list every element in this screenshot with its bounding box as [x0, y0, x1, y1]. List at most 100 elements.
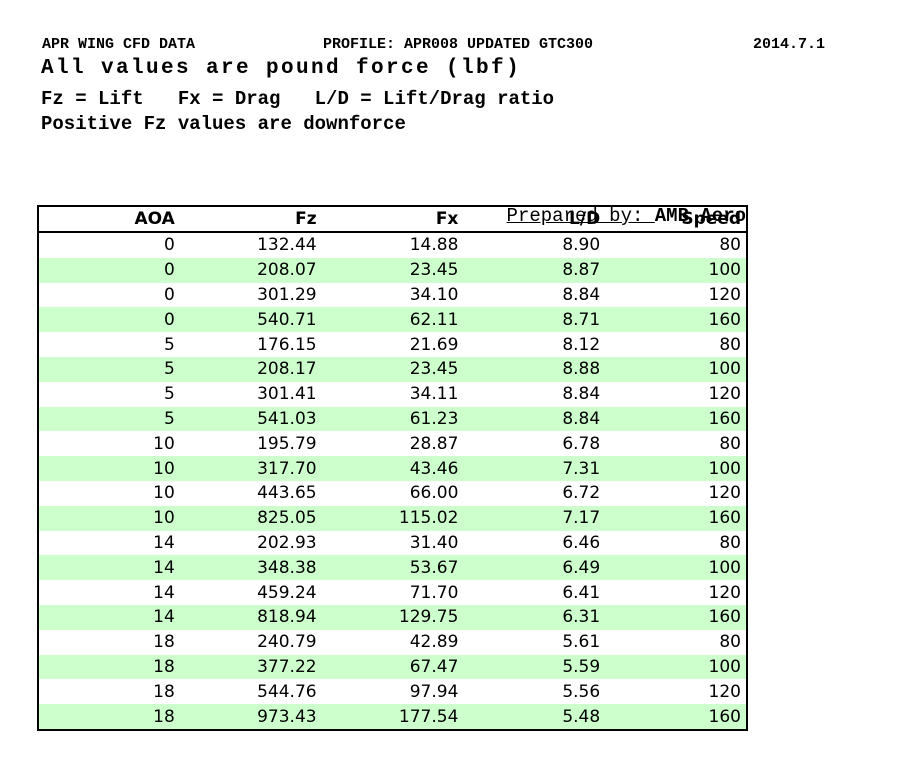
- table-row: 10 195.79 28.87 6.78 80: [38, 431, 747, 456]
- cell-ld: 6.41: [562, 582, 601, 603]
- cell-speed: 100: [708, 458, 741, 479]
- cell-ld: 7.17: [562, 508, 601, 529]
- cell-fx: 66.00: [409, 483, 459, 504]
- cell-aoa: 0: [163, 235, 175, 256]
- cell-fx: 31.40: [409, 532, 459, 553]
- cell-fz: 208.07: [257, 260, 317, 281]
- cell-speed: 120: [708, 384, 741, 405]
- cell-ld: 8.87: [562, 260, 601, 281]
- table-row: 14 348.38 53.67 6.49 100: [38, 555, 747, 581]
- table-row: 0 301.29 34.10 8.84 120: [38, 283, 747, 308]
- cell-fx: 21.69: [409, 334, 459, 355]
- cell-speed: 160: [708, 706, 741, 727]
- cell-aoa: 10: [153, 458, 175, 479]
- cell-speed: 120: [708, 483, 741, 504]
- cell-ld: 6.78: [562, 433, 601, 454]
- cell-speed: 100: [708, 260, 741, 281]
- cell-fx: 28.87: [409, 433, 459, 454]
- cell-fx: 23.45: [409, 359, 459, 380]
- cell-fx: 115.02: [398, 508, 459, 529]
- cell-fx: 14.88: [409, 235, 459, 256]
- cell-aoa: 5: [163, 359, 175, 380]
- cell-speed: 80: [719, 632, 741, 653]
- cell-fx: 62.11: [409, 309, 459, 330]
- table-body: 0 132.44 14.88 8.90 80 0 208.07 23.45 8.87 100 0 30…: [38, 232, 747, 730]
- cell-speed: 160: [708, 607, 741, 628]
- legend-line: Fz = Lift Fx = Drag L/D = Lift/Drag rati…: [41, 88, 555, 110]
- table-row: 10 317.70 43.46 7.31 100: [38, 456, 747, 481]
- cell-ld: 6.31: [562, 607, 601, 628]
- doc-title: APR WING CFD DATA: [42, 36, 196, 53]
- cell-fz: 540.71: [257, 309, 317, 330]
- cell-ld: 6.49: [562, 557, 601, 578]
- cell-aoa: 14: [153, 582, 175, 603]
- cell-ld: 8.84: [562, 384, 601, 405]
- cell-ld: 8.84: [562, 284, 601, 305]
- cell-speed: 160: [708, 309, 741, 330]
- table-row: 18 544.76 97.94 5.56 120: [38, 679, 747, 704]
- cell-speed: 80: [719, 334, 741, 355]
- column-header-fz: Fz: [179, 206, 322, 233]
- cell-fx: 23.45: [409, 260, 459, 281]
- cell-fz: 240.79: [257, 632, 317, 653]
- cell-speed: 100: [708, 656, 741, 677]
- cell-fx: 61.23: [409, 408, 459, 429]
- cell-aoa: 5: [163, 334, 175, 355]
- cell-aoa: 14: [153, 557, 175, 578]
- table-row: 14 818.94 129.75 6.31 160: [38, 604, 747, 630]
- cell-fz: 317.70: [257, 458, 317, 479]
- cell-fx: 34.10: [409, 284, 459, 305]
- cell-aoa: 14: [153, 532, 175, 553]
- cell-ld: 6.72: [562, 483, 601, 504]
- cell-speed: 100: [708, 557, 741, 578]
- table-row: 18 240.79 42.89 5.61 80: [38, 630, 747, 655]
- cell-speed: 100: [708, 359, 741, 380]
- cell-ld: 8.84: [562, 408, 601, 429]
- table-row: 0 208.07 23.45 8.87 100: [38, 257, 747, 283]
- cell-fx: 129.75: [398, 607, 459, 628]
- cell-ld: 5.59: [562, 656, 601, 677]
- cell-aoa: 0: [163, 309, 175, 330]
- cell-aoa: 14: [153, 607, 175, 628]
- cell-speed: 160: [708, 508, 741, 529]
- cell-fx: 71.70: [409, 582, 459, 603]
- units-subtitle: All values are pound force (lbf): [41, 57, 522, 80]
- cell-ld: 8.90: [562, 235, 601, 256]
- cell-ld: 8.88: [562, 359, 601, 380]
- cell-ld: 5.48: [562, 706, 601, 727]
- table-row: 0 132.44 14.88 8.90 80: [38, 232, 747, 258]
- cell-aoa: 10: [153, 483, 175, 504]
- cell-aoa: 5: [163, 384, 175, 405]
- cell-speed: 80: [719, 235, 741, 256]
- column-header-speed: Speed: [605, 206, 747, 233]
- cell-fz: 459.24: [257, 582, 317, 603]
- cell-aoa: 10: [153, 508, 175, 529]
- cell-fz: 202.93: [257, 532, 317, 553]
- cell-speed: 120: [708, 681, 741, 702]
- cell-aoa: 0: [163, 260, 175, 281]
- cfd-data-table: AOA Fz Fx L/D Speed 0 132.44 14.88 8.90 80 0 2…: [37, 205, 748, 731]
- cell-fz: 208.17: [257, 359, 317, 380]
- cell-speed: 80: [719, 433, 741, 454]
- table-row: 5 541.03 61.23 8.84 160: [38, 406, 747, 432]
- table-row: 14 459.24 71.70 6.41 120: [38, 580, 747, 605]
- cell-fx: 42.89: [409, 632, 459, 653]
- cell-fx: 67.47: [409, 656, 459, 677]
- cell-speed: 120: [708, 582, 741, 603]
- cell-fx: 34.11: [409, 384, 459, 405]
- table-row: 5 176.15 21.69 8.12 80: [38, 332, 747, 357]
- cell-fz: 301.29: [257, 284, 317, 305]
- cell-aoa: 18: [153, 656, 175, 677]
- table-row: 0 540.71 62.11 8.71 160: [38, 307, 747, 333]
- cell-speed: 80: [719, 532, 741, 553]
- cell-ld: 5.56: [562, 681, 601, 702]
- cell-speed: 120: [708, 284, 741, 305]
- cell-fz: 301.41: [257, 384, 317, 405]
- column-header-ld: L/D: [463, 206, 606, 233]
- cell-fx: 43.46: [409, 458, 459, 479]
- table-row: 10 443.65 66.00 6.72 120: [38, 481, 747, 506]
- note-line: Positive Fz values are downforce: [41, 113, 406, 135]
- cell-fz: 825.05: [257, 508, 317, 529]
- cell-fx: 53.67: [409, 557, 459, 578]
- cell-fz: 443.65: [257, 483, 317, 504]
